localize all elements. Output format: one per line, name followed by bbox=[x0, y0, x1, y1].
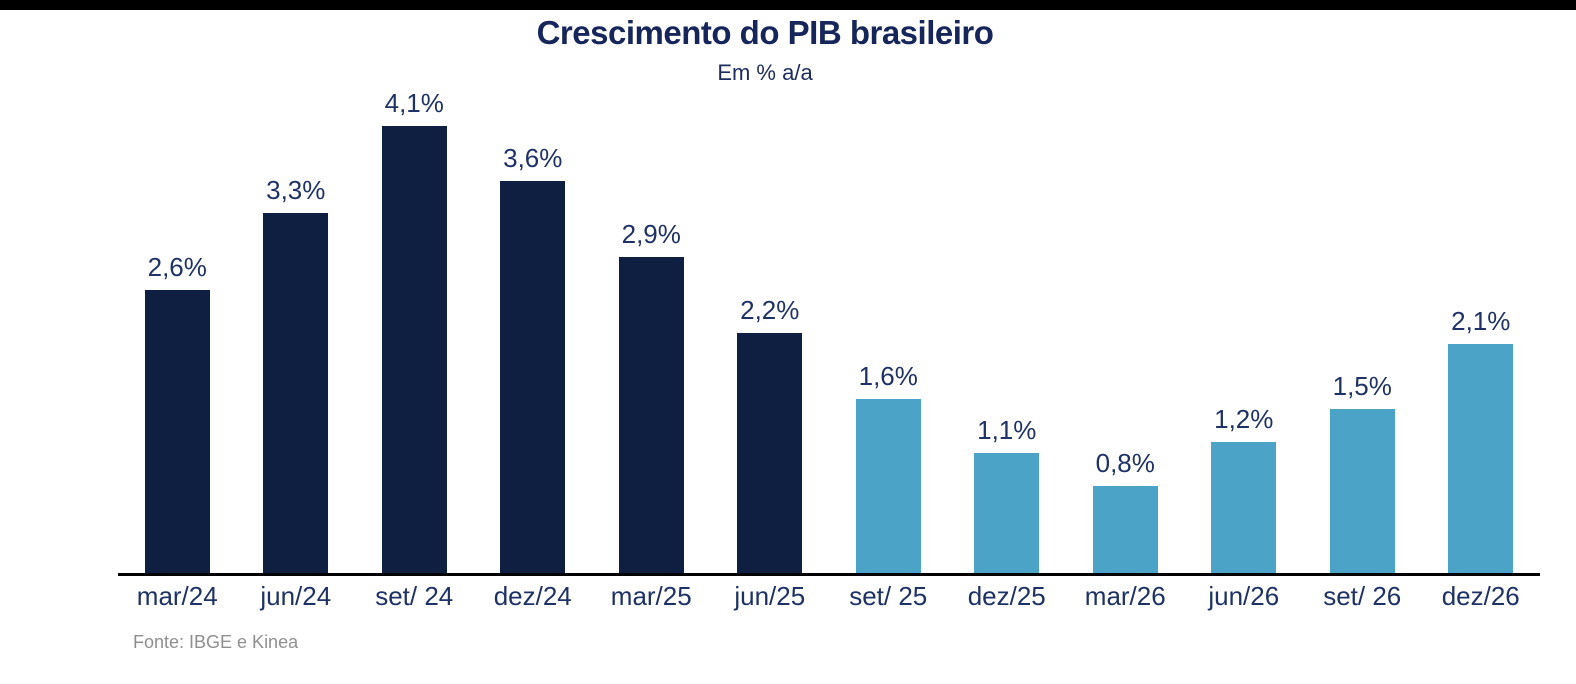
top-border-strip bbox=[0, 0, 1576, 10]
bar-value-label: 0,8% bbox=[1095, 448, 1155, 478]
bar-group: 3,6% bbox=[474, 143, 593, 573]
bar-value-label: 1,1% bbox=[977, 415, 1037, 445]
bar bbox=[1092, 486, 1158, 573]
bar-value-label: 3,3% bbox=[266, 175, 326, 205]
bars-row: 2,6% 3,3% 4,1% 3,6% 2,9% 2,2% 1,6% 1,1% 0,8% 1,2%… bbox=[118, 88, 1541, 573]
bar-group: 3,3% bbox=[237, 175, 356, 573]
bar-value-label: 2,9% bbox=[621, 219, 681, 249]
bar-group: 2,1% bbox=[1422, 306, 1541, 573]
x-axis-label: mar/24 bbox=[136, 581, 218, 611]
bar bbox=[1448, 344, 1514, 573]
bar bbox=[618, 257, 684, 573]
bar bbox=[1211, 442, 1277, 573]
x-axis-label: set/ 26 bbox=[1323, 581, 1402, 611]
bar-group: 2,9% bbox=[592, 219, 711, 573]
x-axis-label: set/ 24 bbox=[375, 581, 454, 611]
bar-group: 2,6% bbox=[118, 252, 237, 573]
bar-group: 1,2% bbox=[1185, 404, 1304, 573]
x-axis-label: jun/25 bbox=[734, 581, 806, 611]
bar-value-label: 1,6% bbox=[858, 361, 918, 391]
chart-header: Crescimento do PIB brasileiro Em % a/a bbox=[0, 14, 1530, 86]
x-axis-line bbox=[118, 573, 1540, 576]
source-note: Fonte: IBGE e Kinea bbox=[133, 632, 299, 652]
chart-subtitle: Em % a/a bbox=[717, 60, 813, 85]
bar bbox=[855, 399, 921, 573]
bar-group: 1,1% bbox=[948, 415, 1067, 573]
x-labels-row: mar/24 jun/24 set/ 24 dez/24 mar/25 jun/25 set… bbox=[118, 581, 1540, 612]
x-axis-label: jun/24 bbox=[260, 581, 332, 611]
x-axis-label: dez/24 bbox=[493, 581, 572, 611]
bar-group: 0,8% bbox=[1066, 448, 1185, 573]
bar bbox=[737, 333, 803, 573]
bar-value-label: 4,1% bbox=[384, 88, 444, 118]
x-axis-label: jun/26 bbox=[1208, 581, 1280, 611]
bar-value-label: 1,2% bbox=[1214, 404, 1274, 434]
bar-group: 2,2% bbox=[711, 295, 830, 573]
bar bbox=[500, 181, 566, 573]
bar bbox=[974, 453, 1040, 573]
x-axis-label: mar/26 bbox=[1084, 581, 1166, 611]
bar bbox=[144, 290, 210, 573]
bar bbox=[263, 213, 329, 573]
x-axis-label: mar/25 bbox=[610, 581, 692, 611]
bar bbox=[1329, 409, 1395, 573]
chart-title: Crescimento do PIB brasileiro bbox=[536, 14, 994, 51]
bar-group: 1,5% bbox=[1303, 371, 1422, 573]
x-axis-label: set/ 25 bbox=[849, 581, 928, 611]
bar-value-label: 2,6% bbox=[147, 252, 207, 282]
bar-value-label: 3,6% bbox=[503, 143, 563, 173]
x-axis-label: dez/25 bbox=[967, 581, 1046, 611]
bar-chart-plot-area: 2,6% 3,3% 4,1% 3,6% 2,9% 2,2% 1,6% 1,1% 0,8% 1,2%… bbox=[118, 88, 1541, 573]
bar bbox=[381, 126, 447, 573]
bar-group: 4,1% bbox=[355, 88, 474, 573]
bar-value-label: 1,5% bbox=[1332, 371, 1392, 401]
bar-group: 1,6% bbox=[829, 361, 948, 573]
x-axis-label: dez/26 bbox=[1441, 581, 1520, 611]
bar-value-label: 2,2% bbox=[740, 295, 800, 325]
bar-value-label: 2,1% bbox=[1451, 306, 1511, 336]
